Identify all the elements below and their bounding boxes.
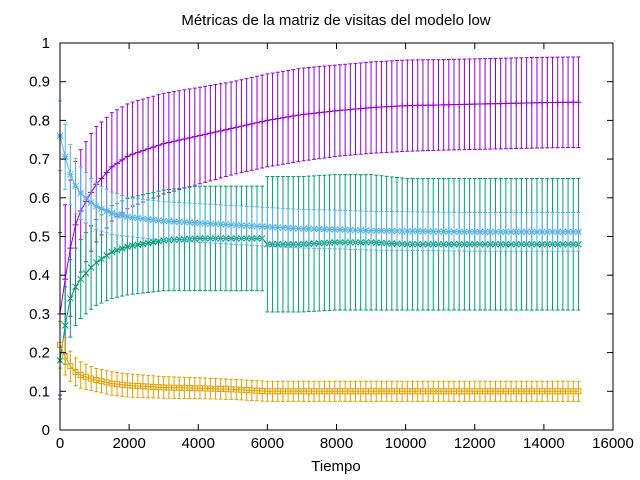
x-tick-label: 12000 (454, 435, 496, 452)
chart-title: Métricas de la matriz de visitas del mod… (181, 12, 490, 29)
series-3 (57, 321, 582, 402)
x-tick-label: 14000 (523, 435, 565, 452)
y-tick-label: 0.4 (29, 267, 50, 284)
x-tick-label: 10000 (385, 435, 427, 452)
y-tick-label: 0.8 (29, 112, 50, 129)
series-line (59, 344, 579, 392)
series-line (59, 135, 579, 233)
x-tick-label: 6000 (251, 435, 284, 452)
series-2 (56, 100, 582, 252)
x-tick-label: 8000 (320, 435, 353, 452)
y-tick-label: 0.2 (29, 345, 50, 362)
y-tick-label: 0 (42, 422, 50, 439)
x-tick-label: 4000 (182, 435, 215, 452)
data-point (62, 353, 69, 360)
series-1 (56, 174, 582, 400)
y-tick-label: 0.7 (29, 151, 50, 168)
y-tick-label: 0.1 (29, 383, 50, 400)
series-line (59, 101, 579, 314)
series-layer (56, 56, 582, 402)
y-tick-label: 0.6 (29, 190, 50, 207)
y-tick-label: 0.5 (29, 229, 50, 246)
y-tick-label: 0.9 (29, 74, 50, 91)
data-point (67, 363, 74, 370)
y-tick-label: 1 (42, 35, 50, 52)
x-tick-label: 2000 (112, 435, 145, 452)
x-axis-label: Tiempo (311, 458, 360, 475)
data-point (72, 368, 79, 375)
series-0 (57, 56, 582, 396)
y-tick-label: 0.3 (29, 306, 50, 323)
x-tick-label: 0 (56, 435, 64, 452)
ticks-layer: 0 2000 4000 6000 8000 10000 12000 14000 16000 0 0.… (29, 35, 634, 452)
x-tick-label: 16000 (592, 435, 634, 452)
